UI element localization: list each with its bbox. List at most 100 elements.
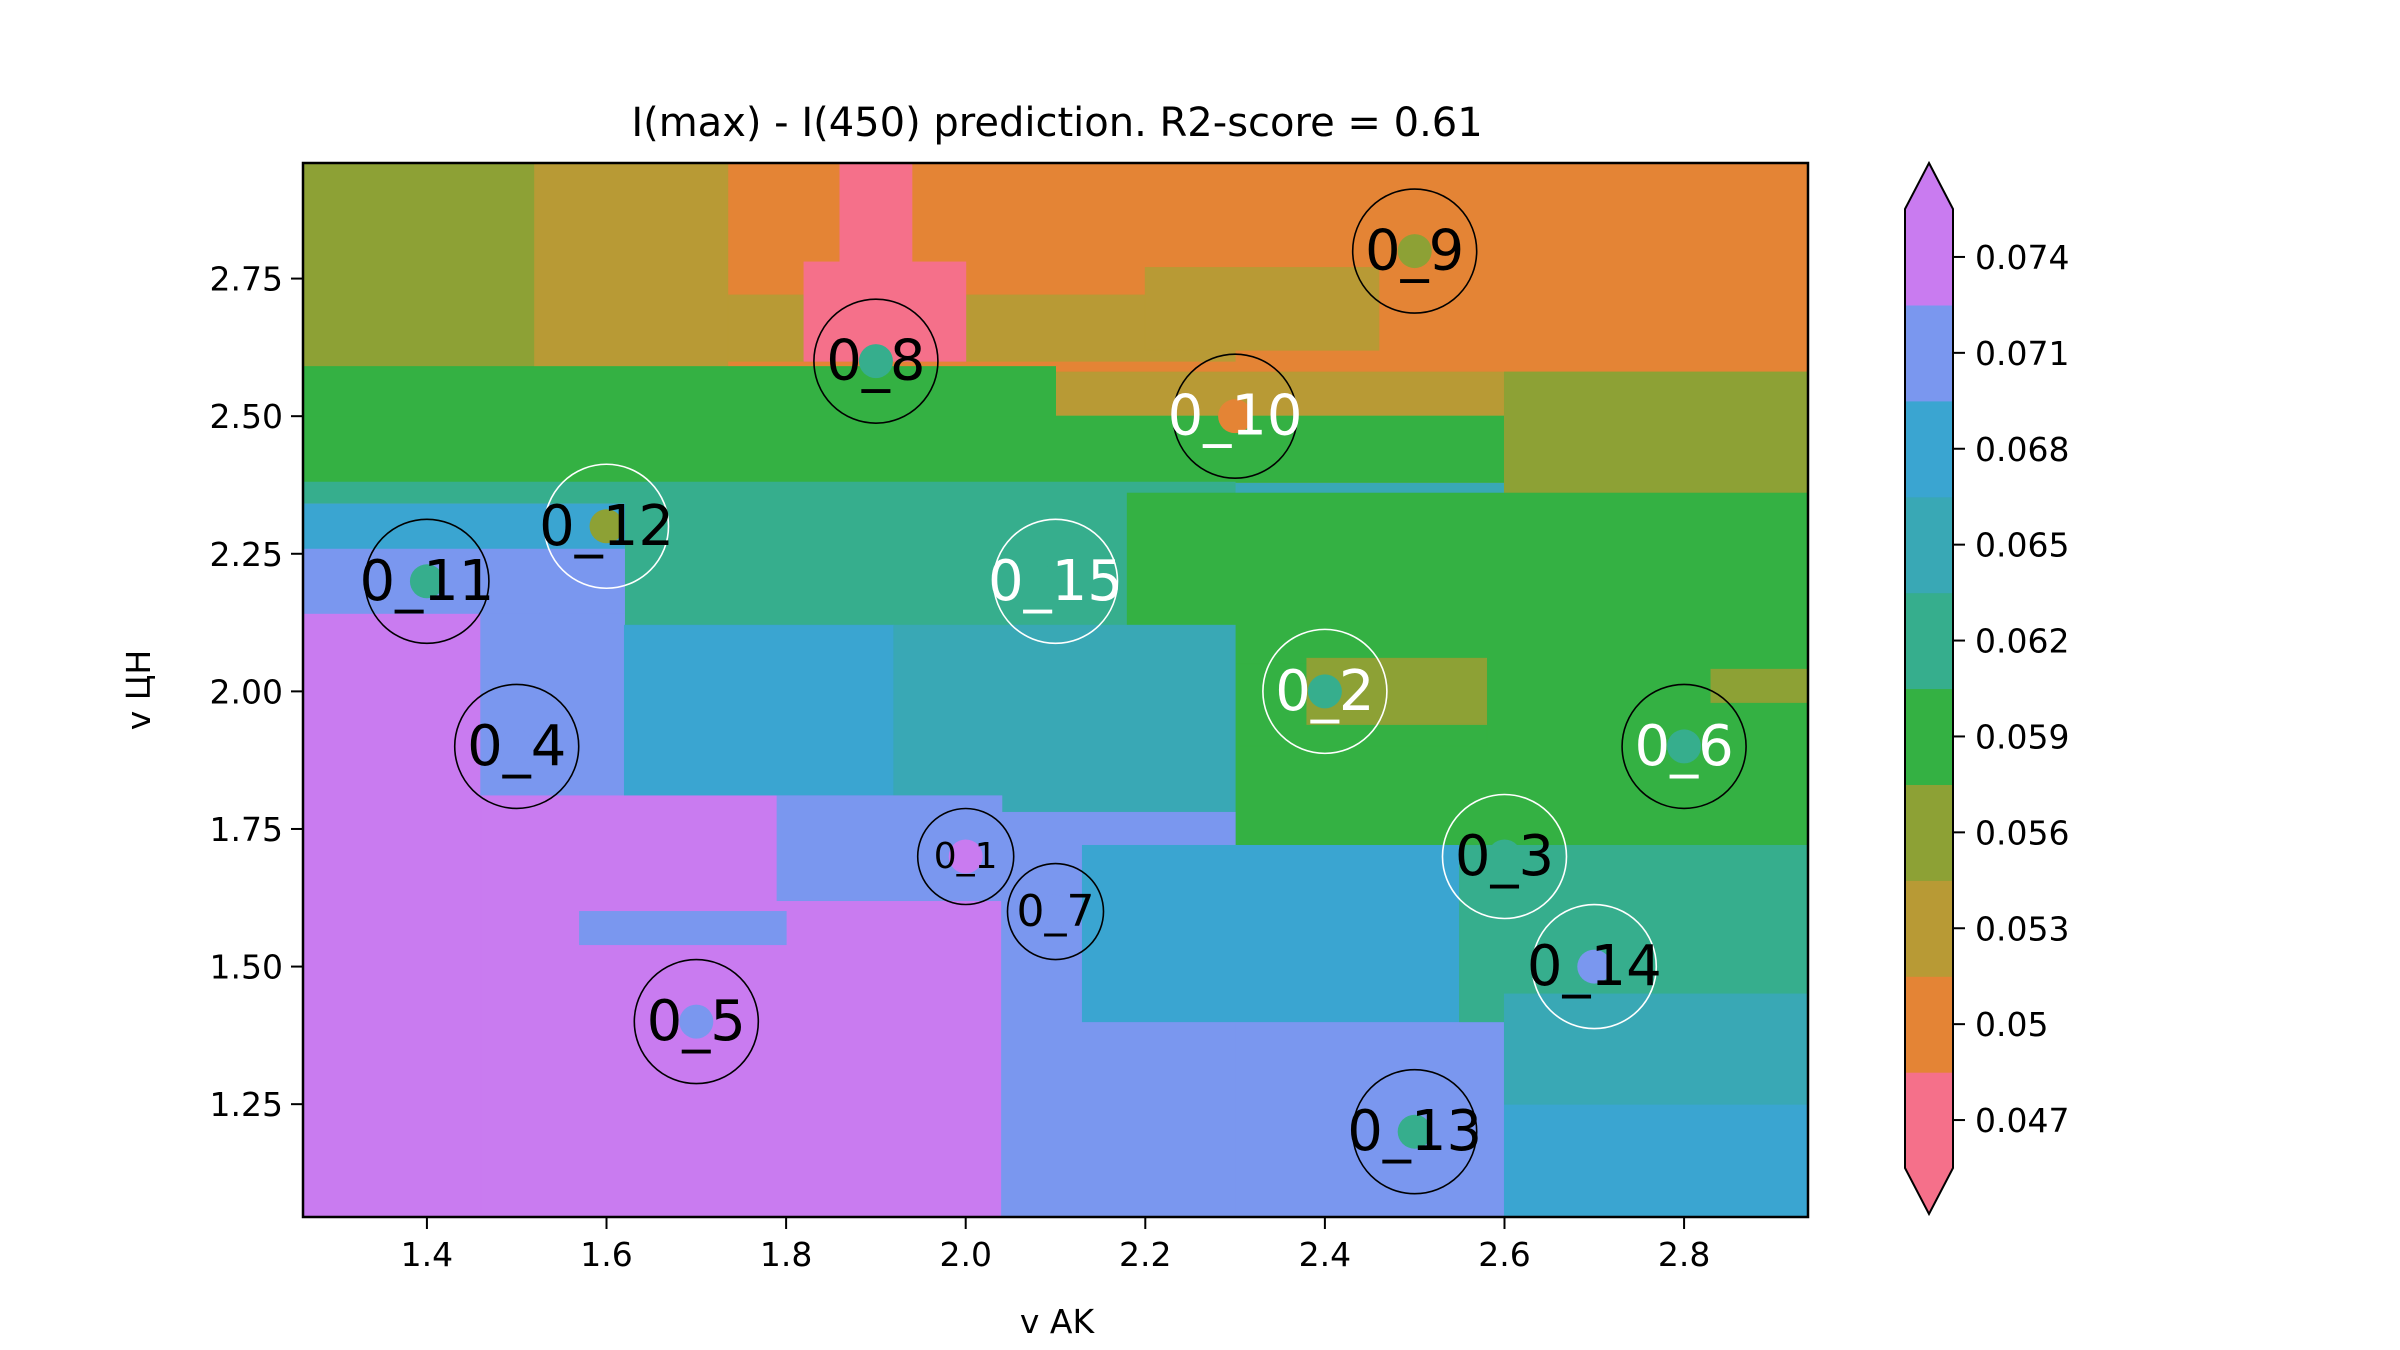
- x-tick-label: 2.4: [1299, 1235, 1351, 1274]
- point-marker: [1038, 894, 1073, 929]
- point-label: 0_11: [359, 549, 494, 614]
- point-ring: [1441, 793, 1568, 920]
- point-label: 0_2: [1275, 659, 1374, 724]
- x-tick-label: 2.6: [1478, 1235, 1530, 1274]
- point-ring: [1172, 353, 1298, 479]
- colorbar-tick-label: 0.05: [1975, 1005, 2048, 1044]
- point-ring: [1006, 862, 1105, 961]
- point-marker: [1307, 674, 1342, 709]
- colorbar-band: [1905, 688, 1953, 785]
- colorbar-band: [1905, 592, 1953, 690]
- region-33: [1503, 993, 1808, 1105]
- y-axis: 1.25 1.50 1.75 2.00 2.25 2.50 2.75: [210, 260, 303, 1124]
- x-tick-label: 2.2: [1119, 1235, 1171, 1274]
- point-label: 0_15: [988, 549, 1123, 614]
- sample-point-0_6: 0_6: [1621, 683, 1747, 810]
- colorbar-band: [1905, 209, 1953, 306]
- point-label: 0_8: [826, 329, 925, 394]
- sample-point-0_14: 0_14: [1527, 903, 1662, 1030]
- point-ring: [813, 298, 939, 424]
- region-13: [1503, 371, 1808, 494]
- point-marker: [1577, 949, 1612, 984]
- colorbar-extend-max: [1905, 163, 1953, 209]
- colorbar-band: [1905, 976, 1953, 1073]
- point-label: 0_5: [647, 989, 746, 1054]
- region-2: [303, 163, 536, 373]
- point-marker: [1397, 1114, 1432, 1149]
- x-tick-label: 1.6: [580, 1235, 632, 1274]
- sample-point-0_12: 0_12: [539, 463, 674, 590]
- colorbar-band: [1905, 304, 1953, 402]
- colorbar-tick-label: 0.047: [1975, 1101, 2069, 1140]
- x-axis: 1.4 1.6 1.8 2.0 2.2 2.4 2.6 2.8: [401, 1217, 1710, 1274]
- point-marker: [948, 839, 983, 874]
- region-23: [623, 624, 895, 813]
- region-30: [1081, 844, 1505, 1023]
- colorbar-tick-label: 0.071: [1975, 334, 2069, 373]
- y-tick-label: 2.00: [210, 672, 283, 711]
- y-tick-label: 2.25: [210, 535, 283, 574]
- point-ring: [992, 518, 1119, 645]
- colorbar-tick-label: 0.053: [1975, 909, 2069, 948]
- colorbar-tick-label: 0.065: [1975, 526, 2069, 565]
- sample-point-0_8: 0_8: [813, 298, 939, 424]
- point-label: 0_6: [1634, 714, 1733, 779]
- sample-point-0_13: 0_13: [1347, 1068, 1482, 1195]
- point-label: 0_12: [539, 494, 674, 559]
- region-18: [1710, 668, 1808, 703]
- region-20: [303, 503, 625, 549]
- region-22: [480, 613, 625, 797]
- point-marker: [409, 564, 444, 599]
- point-ring: [543, 463, 670, 590]
- sample-point-0_3: 0_3: [1441, 793, 1568, 920]
- region-32: [1459, 844, 1808, 1023]
- region-21: [303, 613, 482, 1217]
- sample-point-0_5: 0_5: [633, 958, 760, 1085]
- point-marker: [499, 729, 534, 764]
- point-label: 0_4: [467, 714, 566, 779]
- sample-point-0_7: 0_7: [1006, 862, 1105, 961]
- colorbar-band: [1905, 784, 1953, 881]
- point-marker: [1667, 729, 1702, 764]
- colorbar-tick-label: 0.074: [1975, 238, 2069, 277]
- sample-point-0_4: 0_4: [453, 683, 580, 810]
- point-marker: [1487, 839, 1522, 874]
- colorbar-outline: [1904, 160, 1954, 1217]
- point-ring: [453, 683, 580, 810]
- y-axis-label: v ЦН: [119, 650, 158, 730]
- colorbar-tick-label: 0.059: [1975, 717, 2069, 756]
- colorbar-tick-label: 0.068: [1975, 430, 2069, 469]
- point-label: 0_7: [1017, 886, 1095, 937]
- point-ring: [1351, 1068, 1478, 1195]
- y-tick-label: 2.75: [210, 260, 283, 299]
- region-3: [534, 163, 729, 373]
- x-tick-label: 1.8: [760, 1235, 812, 1274]
- colorbar-band: [1905, 1072, 1953, 1169]
- colorbar-tick-label: 0.056: [1975, 813, 2069, 852]
- chart-title: I(max) - I(450) prediction. R2-score = 0…: [631, 100, 1482, 146]
- point-label: 0_3: [1455, 824, 1554, 889]
- point-marker: [1038, 564, 1073, 599]
- sample-point-0_11: 0_11: [359, 518, 494, 645]
- plot-frame: [301, 161, 1810, 1219]
- region-27: [579, 911, 787, 946]
- point-ring: [916, 807, 1015, 906]
- y-tick-label: 2.50: [210, 397, 283, 436]
- point-marker: [858, 344, 893, 379]
- colorbar-band: [1905, 880, 1953, 977]
- point-ring: [364, 518, 490, 645]
- colorbar-extend-min: [1905, 1168, 1953, 1214]
- point-label: 0_1: [934, 836, 998, 877]
- point-ring: [633, 958, 760, 1085]
- point-marker: [589, 509, 624, 544]
- point-ring: [1531, 903, 1658, 1030]
- colorbar-band: [1905, 496, 1953, 594]
- sample-point-0_1: 0_1: [916, 807, 1015, 906]
- region-29: [1234, 1021, 1505, 1217]
- point-label: 0_13: [1347, 1099, 1482, 1164]
- x-tick-label: 1.4: [401, 1235, 453, 1274]
- colorbar-band: [1905, 400, 1953, 498]
- x-tick-label: 2.0: [939, 1235, 991, 1274]
- point-label: 0_10: [1168, 384, 1303, 449]
